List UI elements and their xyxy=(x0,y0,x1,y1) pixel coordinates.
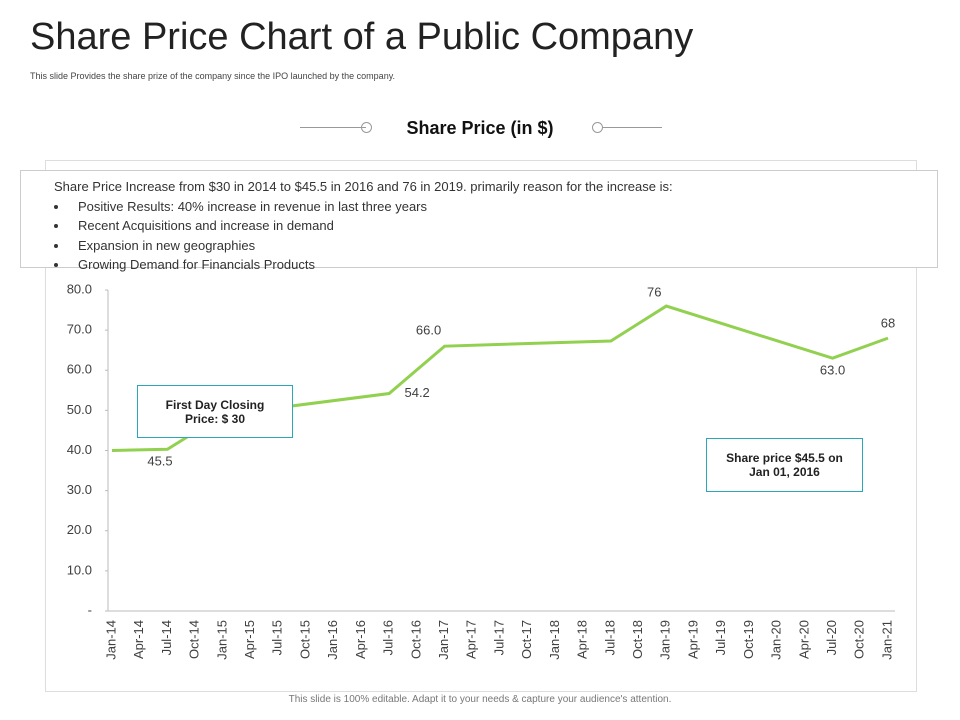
info-intro: Share Price Increase from $30 in 2014 to… xyxy=(54,179,673,194)
x-tick-label: Jul-17 xyxy=(491,620,506,655)
section-title: Share Price (in $) xyxy=(406,118,554,138)
x-tick-label: Oct-20 xyxy=(852,620,867,659)
deco-dot xyxy=(361,122,372,133)
x-tick-label: Oct-14 xyxy=(187,620,202,659)
data-label: 76 xyxy=(647,284,661,299)
x-tick-label: Oct-16 xyxy=(408,620,423,659)
x-tick-label: Jan-16 xyxy=(325,620,340,660)
y-tick-label: 20.0 xyxy=(67,522,92,537)
annotation: First Day Closing Price: $ 30 xyxy=(165,397,265,426)
y-tick-label: - xyxy=(88,602,92,617)
y-tick-label: 50.0 xyxy=(67,402,92,417)
bullet-list: Positive Results: 40% increase in revenu… xyxy=(54,197,937,275)
x-tick-label: Jul-14 xyxy=(159,620,174,655)
x-tick-label: Jul-16 xyxy=(381,620,396,655)
y-tick-label: 40.0 xyxy=(67,442,92,457)
x-tick-label: Oct-15 xyxy=(297,620,312,659)
bullet-text: Growing Demand for Financials Products xyxy=(78,257,315,272)
x-tick-label: Jan-14 xyxy=(103,620,118,660)
x-tick-label: Jan-15 xyxy=(214,620,229,660)
info-box: Share Price Increase from $30 in 2014 to… xyxy=(20,170,938,272)
footer: This slide is 100% editable. Adapt it to… xyxy=(288,694,672,705)
chart-frame xyxy=(45,160,917,692)
title: Share Price Chart of a Public Company xyxy=(30,16,694,58)
x-tick-label: Jul-19 xyxy=(713,620,728,655)
x-tick-label: Jul-18 xyxy=(602,620,617,655)
annotation: 45.5 xyxy=(147,453,172,468)
x-tick-label: Apr-19 xyxy=(685,620,700,659)
x-tick-label: Apr-16 xyxy=(353,620,368,659)
bullet-dot xyxy=(54,204,58,209)
x-tick-label: Oct-17 xyxy=(519,620,534,659)
bullet: Expansion in new geographies xyxy=(54,236,937,256)
bullet-dot xyxy=(54,224,58,228)
x-tick-label: Apr-18 xyxy=(575,620,590,659)
bullet: Growing Demand for Financials Products xyxy=(54,255,937,275)
y-tick-label: 70.0 xyxy=(67,322,92,337)
bullet-text: Positive Results: 40% increase in revenu… xyxy=(78,198,428,214)
data-label: 54.2 xyxy=(404,385,429,400)
x-tick-label: Jan-18 xyxy=(547,620,562,660)
data-label: 68 xyxy=(881,316,895,331)
data-label: 63.0 xyxy=(820,363,845,378)
bullet-text: Expansion in new geographies xyxy=(78,237,256,253)
deco-line xyxy=(602,127,662,128)
deco-line xyxy=(300,127,366,128)
x-tick-label: Oct-19 xyxy=(741,620,756,659)
x-tick-label: Oct-18 xyxy=(630,620,645,659)
annotation-box: First Day Closing Price: $ 30 xyxy=(137,385,293,438)
x-tick-label: Apr-14 xyxy=(131,620,146,659)
x-tick-label: Apr-17 xyxy=(464,620,479,659)
y-tick-label: 10.0 xyxy=(67,562,92,577)
x-tick-label: Jan-19 xyxy=(658,620,673,660)
bullet: Recent Acquisitions and increase in dema… xyxy=(54,216,937,236)
y-tick-label: 60.0 xyxy=(67,362,92,377)
x-tick-label: Apr-15 xyxy=(242,620,257,659)
bullet: Positive Results: 40% increase in revenu… xyxy=(54,197,937,217)
x-tick-label: Jan-17 xyxy=(436,620,451,660)
data-label: 66.0 xyxy=(416,323,441,338)
bullet-dot xyxy=(54,243,58,248)
x-tick-label: Apr-20 xyxy=(796,620,811,659)
x-tick-label: Jan-21 xyxy=(879,620,894,660)
bullet-dot xyxy=(54,263,58,267)
annotation-box: Share price $45.5 on Jan 01, 2016 xyxy=(706,438,863,492)
subtitle: This slide Provides the share prize of t… xyxy=(30,71,396,81)
x-tick-label: Jul-15 xyxy=(270,620,285,655)
x-tick-label: Jul-20 xyxy=(824,620,839,655)
y-tick-label: 30.0 xyxy=(67,482,92,497)
x-tick-label: Jan-20 xyxy=(769,620,784,660)
annotation: Share price $45.5 on Jan 01, 2016 xyxy=(726,451,843,479)
bullet-text: Recent Acquisitions and increase in dema… xyxy=(78,218,334,233)
y-tick-label: 80.0 xyxy=(67,281,92,296)
